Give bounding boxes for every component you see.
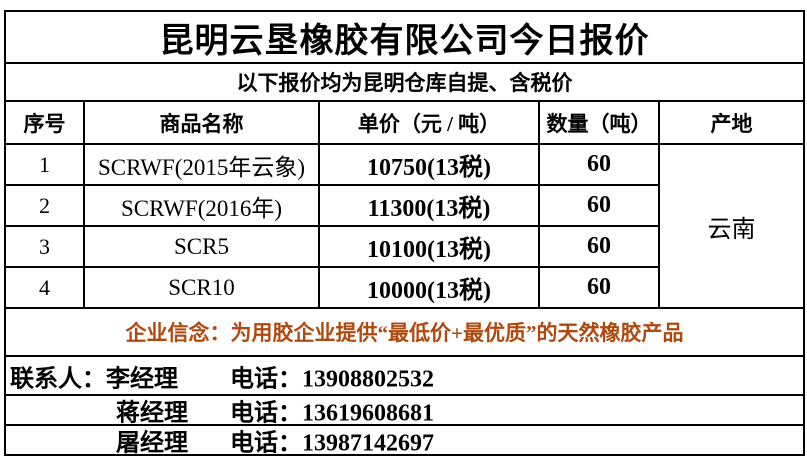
row2-no: 2 <box>4 184 85 227</box>
contact-row: 蒋经理 电话：13619608681 <box>3 394 806 426</box>
contact-1-name: 联系人：李经理 <box>10 366 178 392</box>
row1-qty: 60 <box>538 143 660 186</box>
contact-3-phone: 电话：13987142697 <box>230 430 434 455</box>
title-row: 昆明云垦橡胶有限公司今日报价 <box>3 10 806 64</box>
row3-price: 10100(13税) <box>318 225 540 268</box>
row4-product: SCR10 <box>83 266 320 309</box>
contact-line-1: 联系人：李经理 电话：13908802532 <box>3 355 806 396</box>
row3-no: 3 <box>4 225 85 268</box>
belief-row: 企业信念：为用胶企业提供“最低价+最优质”的天然橡胶产品 <box>3 307 806 357</box>
row3-qty: 60 <box>538 225 660 268</box>
contact-line-3: 屠经理 电话：13987142697 <box>3 424 806 456</box>
header-no: 序号 <box>4 100 85 145</box>
row2-product: SCRWF(2016年) <box>83 184 320 227</box>
header-price: 单价（元 / 吨） <box>318 100 540 145</box>
contact-1-phone: 电话：13908802532 <box>230 366 434 392</box>
contact-3-name: 屠经理 <box>116 430 188 455</box>
row1-price: 10750(13税) <box>318 143 540 186</box>
header-product: 商品名称 <box>83 100 320 145</box>
row4-price: 10000(13税) <box>318 266 540 309</box>
page-subtitle: 以下报价均为昆明仓库自提、含税价 <box>3 62 806 102</box>
contact-2-name: 蒋经理 <box>116 400 188 425</box>
page-title: 昆明云垦橡胶有限公司今日报价 <box>3 10 806 64</box>
quote-table: 昆明云垦橡胶有限公司今日报价 以下报价均为昆明仓库自提、含税价 序号 商品名称 … <box>3 10 806 456</box>
header-row: 序号 商品名称 单价（元 / 吨） 数量（吨） 产地 <box>4 100 806 145</box>
table-row: 3 SCR5 10100(13税) 60 <box>4 225 804 268</box>
row4-qty: 60 <box>538 266 660 309</box>
row1-product: SCRWF(2015年云象) <box>83 143 320 186</box>
row2-qty: 60 <box>538 184 660 227</box>
table-row: 2 SCRWF(2016年) 11300(13税) 60 <box>4 184 804 227</box>
contact-line-2: 蒋经理 电话：13619608681 <box>3 394 806 426</box>
contact-row: 屠经理 电话：13987142697 <box>3 424 806 456</box>
table-row: 4 SCR10 10000(13税) 60 <box>4 266 804 309</box>
row1-no: 1 <box>4 143 85 186</box>
header-qty: 数量（吨） <box>538 100 660 145</box>
header-origin: 产地 <box>657 100 806 145</box>
price-quote-sheet: 昆明云垦橡胶有限公司今日报价 以下报价均为昆明仓库自提、含税价 序号 商品名称 … <box>3 10 806 456</box>
contact-row: 联系人：李经理 电话：13908802532 <box>3 355 806 396</box>
subtitle-row: 以下报价均为昆明仓库自提、含税价 <box>3 62 806 102</box>
row2-price: 11300(13税) <box>318 184 540 227</box>
table-row: 1 SCRWF(2015年云象) 10750(13税) 60 云南 <box>4 143 806 309</box>
origin-cell: 云南 <box>657 143 806 309</box>
row4-no: 4 <box>4 266 85 309</box>
contact-2-phone: 电话：13619608681 <box>230 400 434 425</box>
row3-product: SCR5 <box>83 225 320 268</box>
belief-text: 企业信念：为用胶企业提供“最低价+最优质”的天然橡胶产品 <box>3 307 806 357</box>
